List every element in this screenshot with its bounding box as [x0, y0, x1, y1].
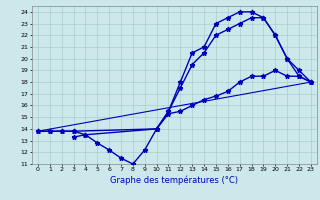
- X-axis label: Graphe des températures (°C): Graphe des températures (°C): [110, 175, 238, 185]
